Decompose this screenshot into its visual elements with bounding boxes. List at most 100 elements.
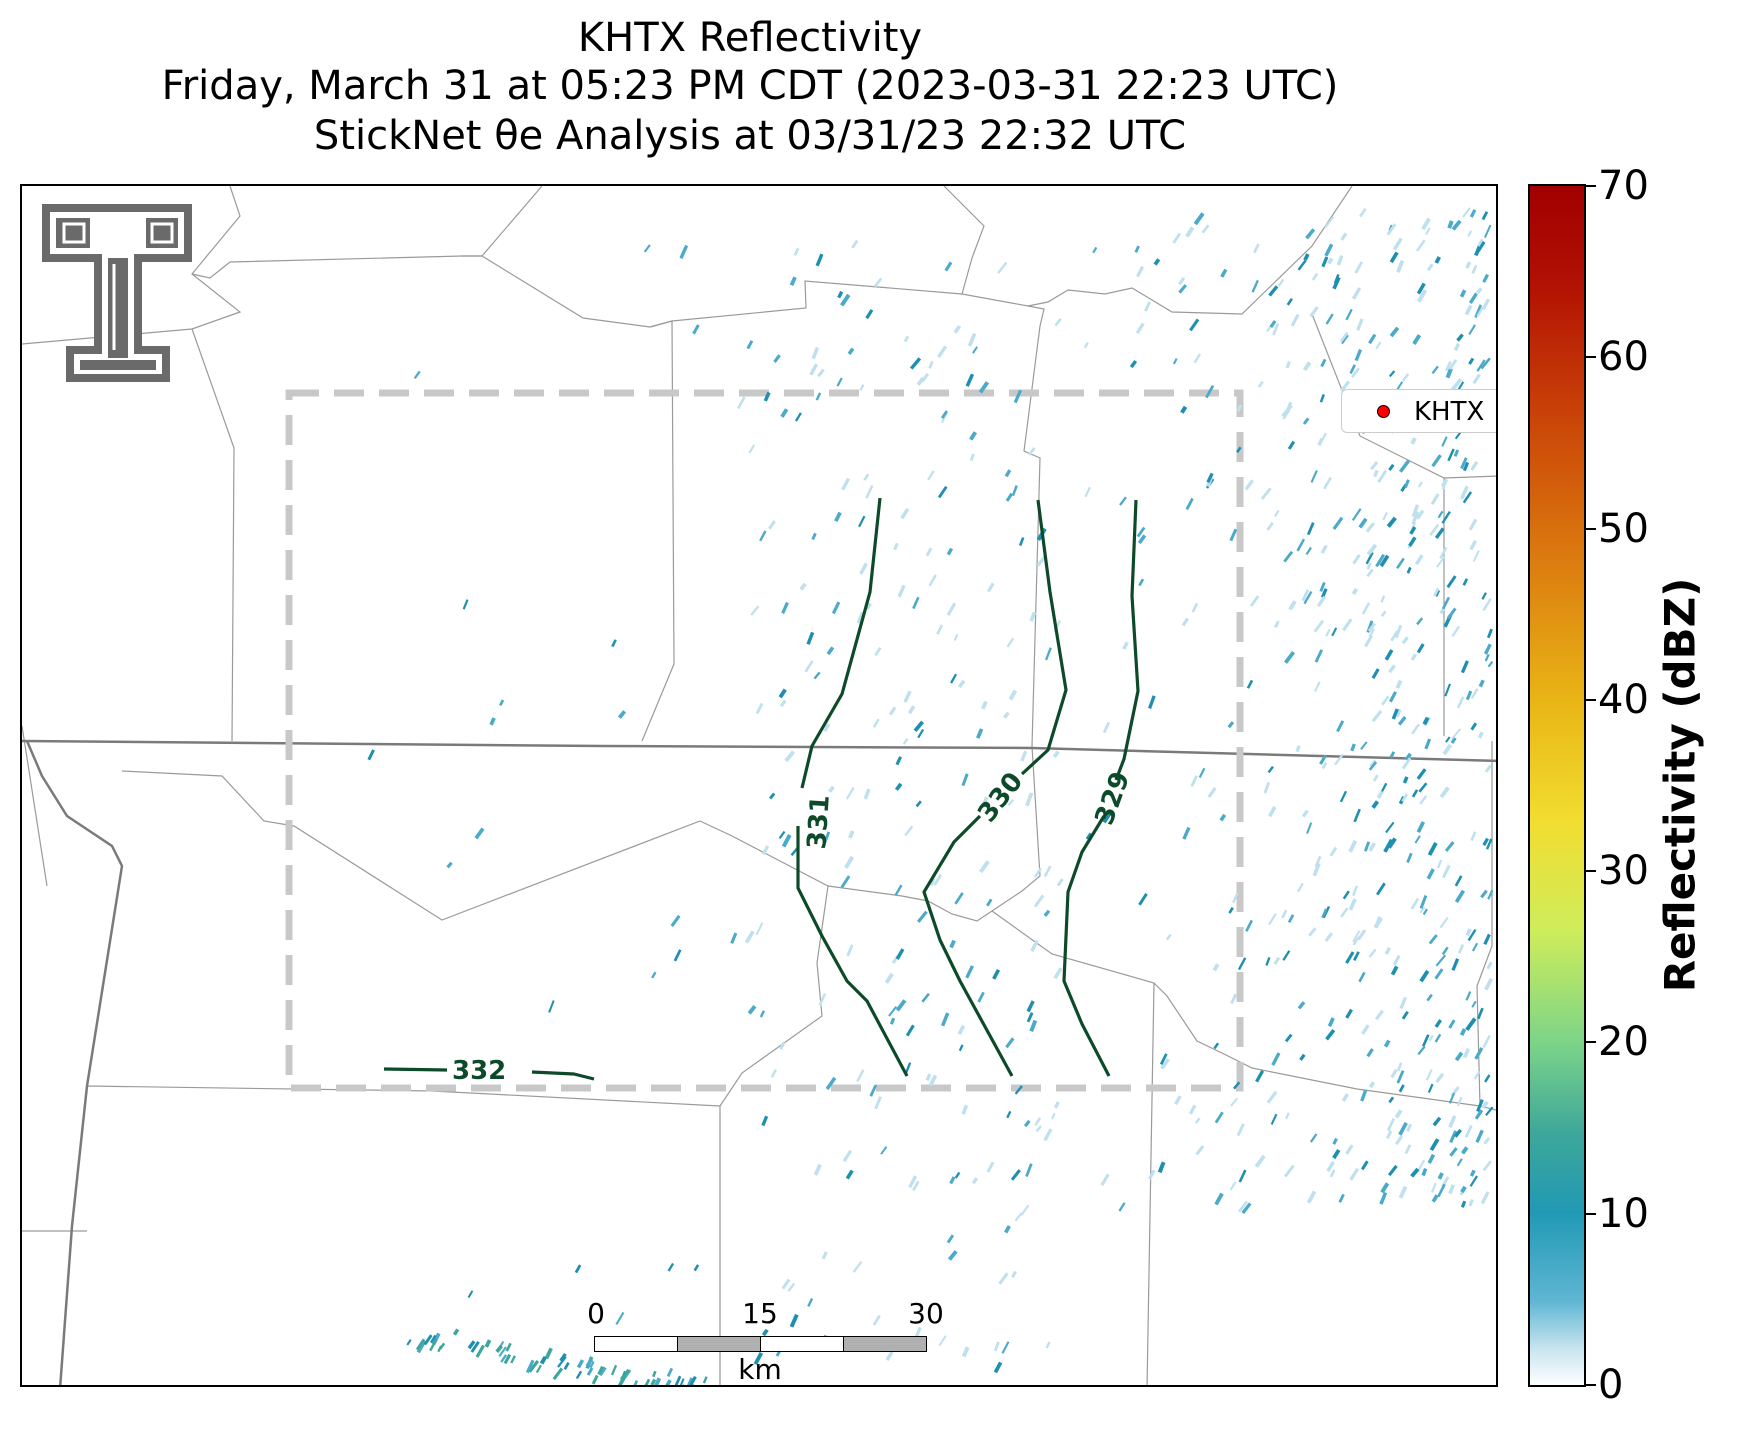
echo-cell [1375,553,1386,568]
echo-cell [1253,243,1260,254]
echo-cell [880,1146,888,1155]
echo-cell [1368,628,1375,638]
echo-cell [1323,476,1332,490]
echo-cell [804,660,814,673]
echo-cell [1321,256,1329,268]
echo-cell [1470,688,1479,700]
echo-cell [1238,1169,1247,1183]
echo-cell [1383,1039,1391,1048]
contour-label-330: 330 [972,767,1029,828]
echo-cell [1392,237,1403,251]
echo-cell [1249,595,1260,607]
echo-cell [1320,588,1328,599]
echo-cell [993,1341,1000,1352]
echo-cell [1399,996,1407,1010]
echo-cell [1480,357,1491,370]
echo-cell [933,874,943,886]
echo-cell [1456,1158,1463,1167]
echo-cell [462,599,469,610]
echo-cell [1165,933,1172,941]
echo-cell [928,360,934,369]
colorbar-tick-label: 40 [1598,676,1649,723]
echo-cell [1371,800,1380,809]
echo-cell [823,831,831,844]
echo-cell [679,244,689,259]
echo-cell [1345,308,1353,321]
echo-cell [1332,516,1344,530]
echo-cell [1272,323,1280,336]
echo-cell [1025,792,1034,807]
echo-cell [1486,961,1493,970]
echo-cell [1143,301,1152,312]
echo-cell [1369,759,1377,767]
echo-cell [1447,448,1455,462]
echo-cell [1462,578,1469,586]
echo-cell [894,884,903,896]
echo-cell [840,875,851,889]
echo-cell [1189,318,1200,332]
echo-cell [1445,736,1451,743]
echo-cell [1265,956,1271,966]
echo-cell [429,1334,437,1344]
echo-cell [1409,526,1417,535]
echo-cell [1416,239,1426,252]
echo-cell [1437,510,1444,519]
echo-cell [1284,1033,1293,1043]
echo-cell [1325,1029,1336,1041]
echo-cell [1245,919,1254,932]
echo-cell [1414,554,1424,566]
colorbar-tick-label: 60 [1598,334,1649,381]
echo-cell [1473,1070,1481,1080]
scale-segment [594,1336,678,1352]
echo-cell [1395,1135,1403,1146]
echo-cell [1412,334,1422,345]
echo-cell [1456,333,1464,342]
echo-cell [1389,326,1400,338]
echo-cell [1299,1053,1306,1061]
echo-cell [1336,255,1344,266]
echo-cell [912,596,920,610]
echo-cell [689,1375,697,1385]
echo-cell [1092,246,1098,254]
echo-cell [1467,230,1473,237]
echo-cell [1319,581,1326,592]
echo-cell [1388,1096,1395,1104]
echo-cell [750,605,760,616]
echo-cell [1205,385,1215,399]
echo-cell [1312,862,1321,877]
echo-cell [446,861,453,869]
echo-cell [957,679,966,689]
echo-cell [1472,373,1481,385]
echo-cell [1371,668,1380,679]
map-panel: 332 331 330 329 KHTX [20,184,1498,1387]
colorbar-tick-label: 10 [1598,1190,1649,1237]
echo-cell [1314,855,1322,868]
echo-cell [1297,259,1307,271]
echo-cell [1454,1051,1464,1062]
echo-cell [1180,405,1188,414]
echo-cell [1482,598,1492,611]
echo-cell [1029,611,1037,622]
echo-cell [1404,479,1410,489]
echo-cell [589,1361,595,1369]
echo-cell [1302,417,1310,425]
echo-cell [969,453,975,462]
echo-cell [780,408,789,418]
echo-cell [937,345,948,358]
echo-cell [1153,258,1161,266]
echo-cell [1285,361,1291,369]
echo-cell [406,1339,412,1346]
echo-cell [1430,493,1440,505]
echo-cell [958,1044,964,1052]
echo-cell [693,1264,700,1272]
echo-cell [793,247,800,256]
echo-cell [761,1328,769,1337]
echo-cell [1375,341,1382,350]
echo-cell [795,412,802,422]
echo-cell [1434,1033,1442,1043]
echo-cell [1447,220,1454,229]
echo-cell [1386,1118,1396,1132]
echo-cell [1308,927,1317,937]
echo-cell [1446,575,1457,589]
echo-cell [1388,664,1396,674]
